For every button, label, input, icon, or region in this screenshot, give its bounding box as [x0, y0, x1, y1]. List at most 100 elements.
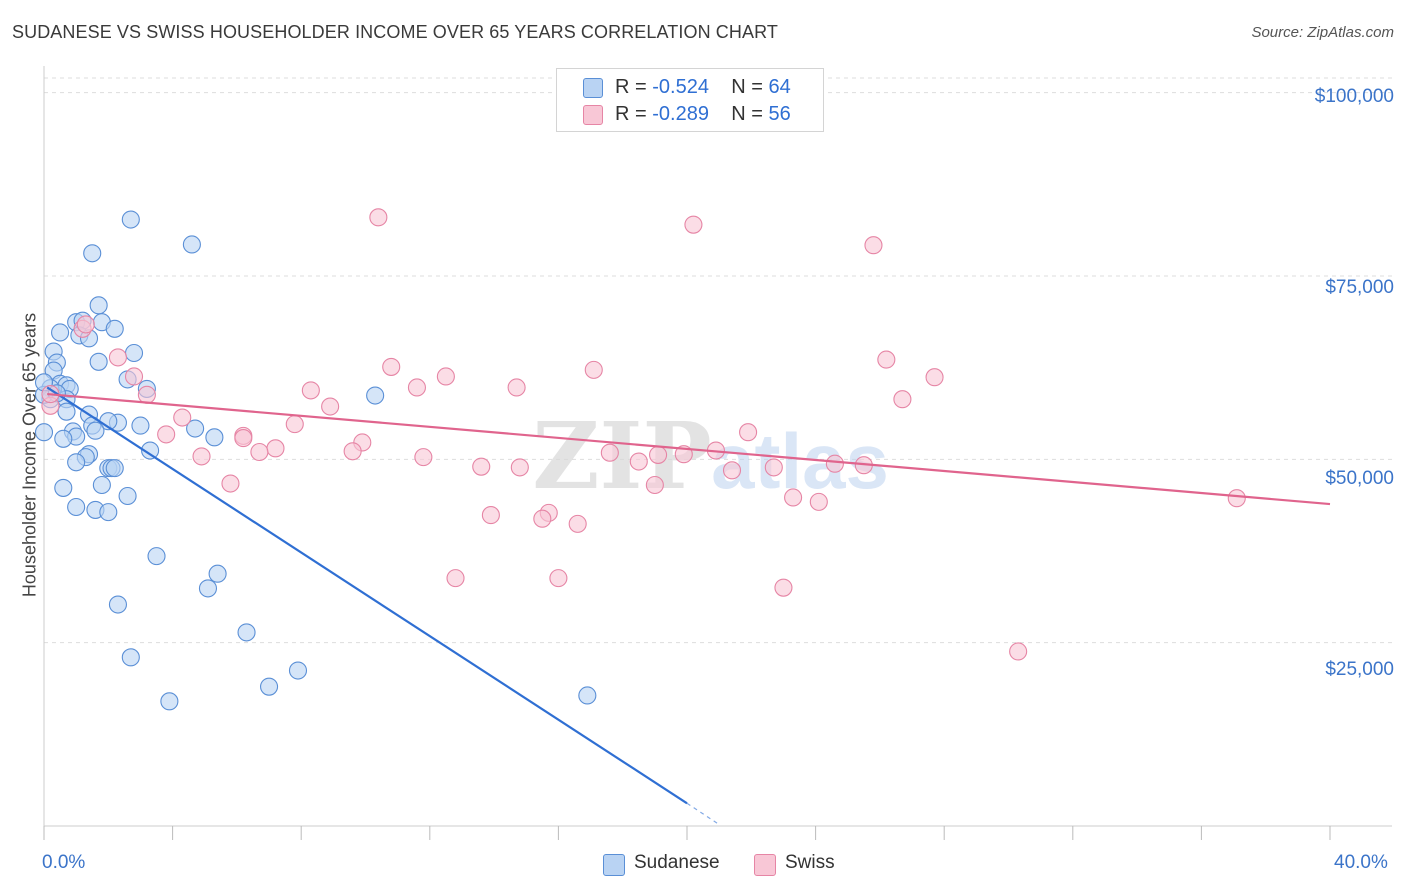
sudanese-point: [99, 503, 118, 522]
swiss-point: [192, 447, 211, 466]
sudanese-point: [51, 323, 70, 342]
swiss-point: [877, 350, 896, 369]
swiss-point: [507, 378, 526, 397]
sudanese-point: [34, 423, 54, 442]
sudanese-point: [259, 677, 279, 696]
swiss-point: [722, 461, 742, 480]
swiss-point: [369, 208, 388, 227]
swiss-point: [774, 578, 793, 597]
sudanese-point: [108, 595, 127, 614]
legend-n-value: 56: [768, 103, 791, 125]
swiss-point: [784, 488, 803, 507]
y-axis-label: Householder Income Over 65 years: [19, 312, 40, 598]
sudanese-point: [105, 459, 124, 478]
legend-swatch-swiss: [583, 105, 603, 125]
y-tick-label: $100,000: [1314, 86, 1394, 107]
swiss-point: [864, 236, 883, 255]
swiss-point: [124, 367, 144, 386]
swiss-point: [285, 415, 304, 434]
swiss-point: [157, 425, 176, 444]
legend-r-label: R =: [615, 76, 653, 98]
swiss-point: [809, 492, 828, 511]
swiss-point: [684, 215, 703, 234]
swiss-point: [221, 474, 240, 493]
swiss-point: [343, 442, 362, 461]
swiss-point: [764, 458, 783, 477]
legend-n-value: 64: [768, 76, 791, 98]
swiss-point: [1227, 489, 1246, 508]
legend: R = -0.524 N = 64 R = -0.289 N = 56: [556, 68, 824, 132]
swiss-point: [645, 475, 664, 495]
swiss-point: [739, 423, 758, 442]
swiss-point: [108, 348, 127, 367]
y-tick-label: $75,000: [1325, 277, 1394, 298]
swiss-point: [510, 458, 529, 477]
bottom-legend-label-swiss: Swiss: [785, 852, 835, 873]
swiss-point: [600, 443, 619, 462]
swiss-point: [250, 442, 269, 462]
y-tick-label: $50,000: [1325, 468, 1394, 489]
sudanese-point: [121, 210, 140, 229]
sudanese-point: [89, 296, 108, 315]
swiss-point: [533, 509, 552, 528]
swiss-point: [1009, 642, 1028, 661]
swiss-point: [446, 569, 465, 588]
sudanese-point: [147, 547, 166, 566]
swiss-point: [137, 385, 156, 404]
sudanese-point: [237, 623, 256, 642]
trend-lines: [46, 386, 1331, 826]
sudanese-point: [366, 386, 385, 405]
sudanese-point: [198, 579, 218, 598]
swiss-point: [407, 378, 426, 397]
swiss-point: [382, 357, 401, 376]
swiss-point: [549, 569, 568, 588]
bottom-legend-label-sudanese: Sudanese: [634, 852, 720, 873]
sudanese-point: [160, 692, 179, 711]
sudanese-point: [578, 686, 597, 705]
sudanese-point: [124, 343, 144, 363]
sudanese-point: [57, 402, 76, 421]
sudanese-trend-extension: [686, 802, 720, 826]
swiss-point: [893, 390, 912, 409]
swiss-point: [629, 452, 648, 471]
swiss-point: [481, 506, 500, 525]
sudanese-point: [89, 352, 108, 371]
swiss-point: [321, 397, 340, 416]
sudanese-point: [131, 416, 150, 435]
x-tick-label: 40.0%: [1334, 852, 1388, 873]
sudanese-point: [105, 319, 124, 338]
bottom-legend-swatch-swiss: [754, 854, 776, 876]
legend-n-label: N =: [731, 103, 769, 125]
chart-title: SUDANESE VS SWISS HOUSEHOLDER INCOME OVE…: [12, 22, 778, 42]
sudanese-trend-line: [46, 386, 688, 805]
sudanese-point: [92, 475, 111, 495]
grid-lines: [44, 77, 1392, 644]
swiss-point: [301, 381, 320, 400]
swiss-point: [649, 445, 668, 464]
y-tick-label: $25,000: [1325, 659, 1394, 680]
sudanese-point: [141, 441, 160, 460]
bottom-legend-swatch-sudanese: [603, 854, 625, 876]
swiss-point: [568, 514, 587, 533]
swiss-point: [925, 368, 944, 387]
sudanese-point: [54, 478, 73, 497]
swiss-point: [76, 315, 95, 334]
swiss-point: [266, 439, 285, 458]
swiss-point: [472, 457, 491, 476]
sudanese-point: [86, 421, 105, 440]
sudanese-points: [34, 210, 597, 711]
source-label: Source: ZipAtlas.com: [1251, 24, 1394, 41]
swiss-point: [825, 454, 844, 473]
sudanese-point: [288, 661, 308, 680]
sudanese-point: [182, 235, 201, 254]
swiss-point: [173, 408, 192, 427]
swiss-point: [234, 429, 253, 448]
legend-r-label: R =: [615, 103, 653, 125]
swiss-point: [436, 367, 455, 386]
swiss-trend-line: [47, 392, 1331, 506]
swiss-points: [41, 208, 1246, 661]
sudanese-point: [118, 486, 137, 506]
sudanese-point: [54, 429, 73, 448]
swiss-point: [414, 448, 433, 467]
